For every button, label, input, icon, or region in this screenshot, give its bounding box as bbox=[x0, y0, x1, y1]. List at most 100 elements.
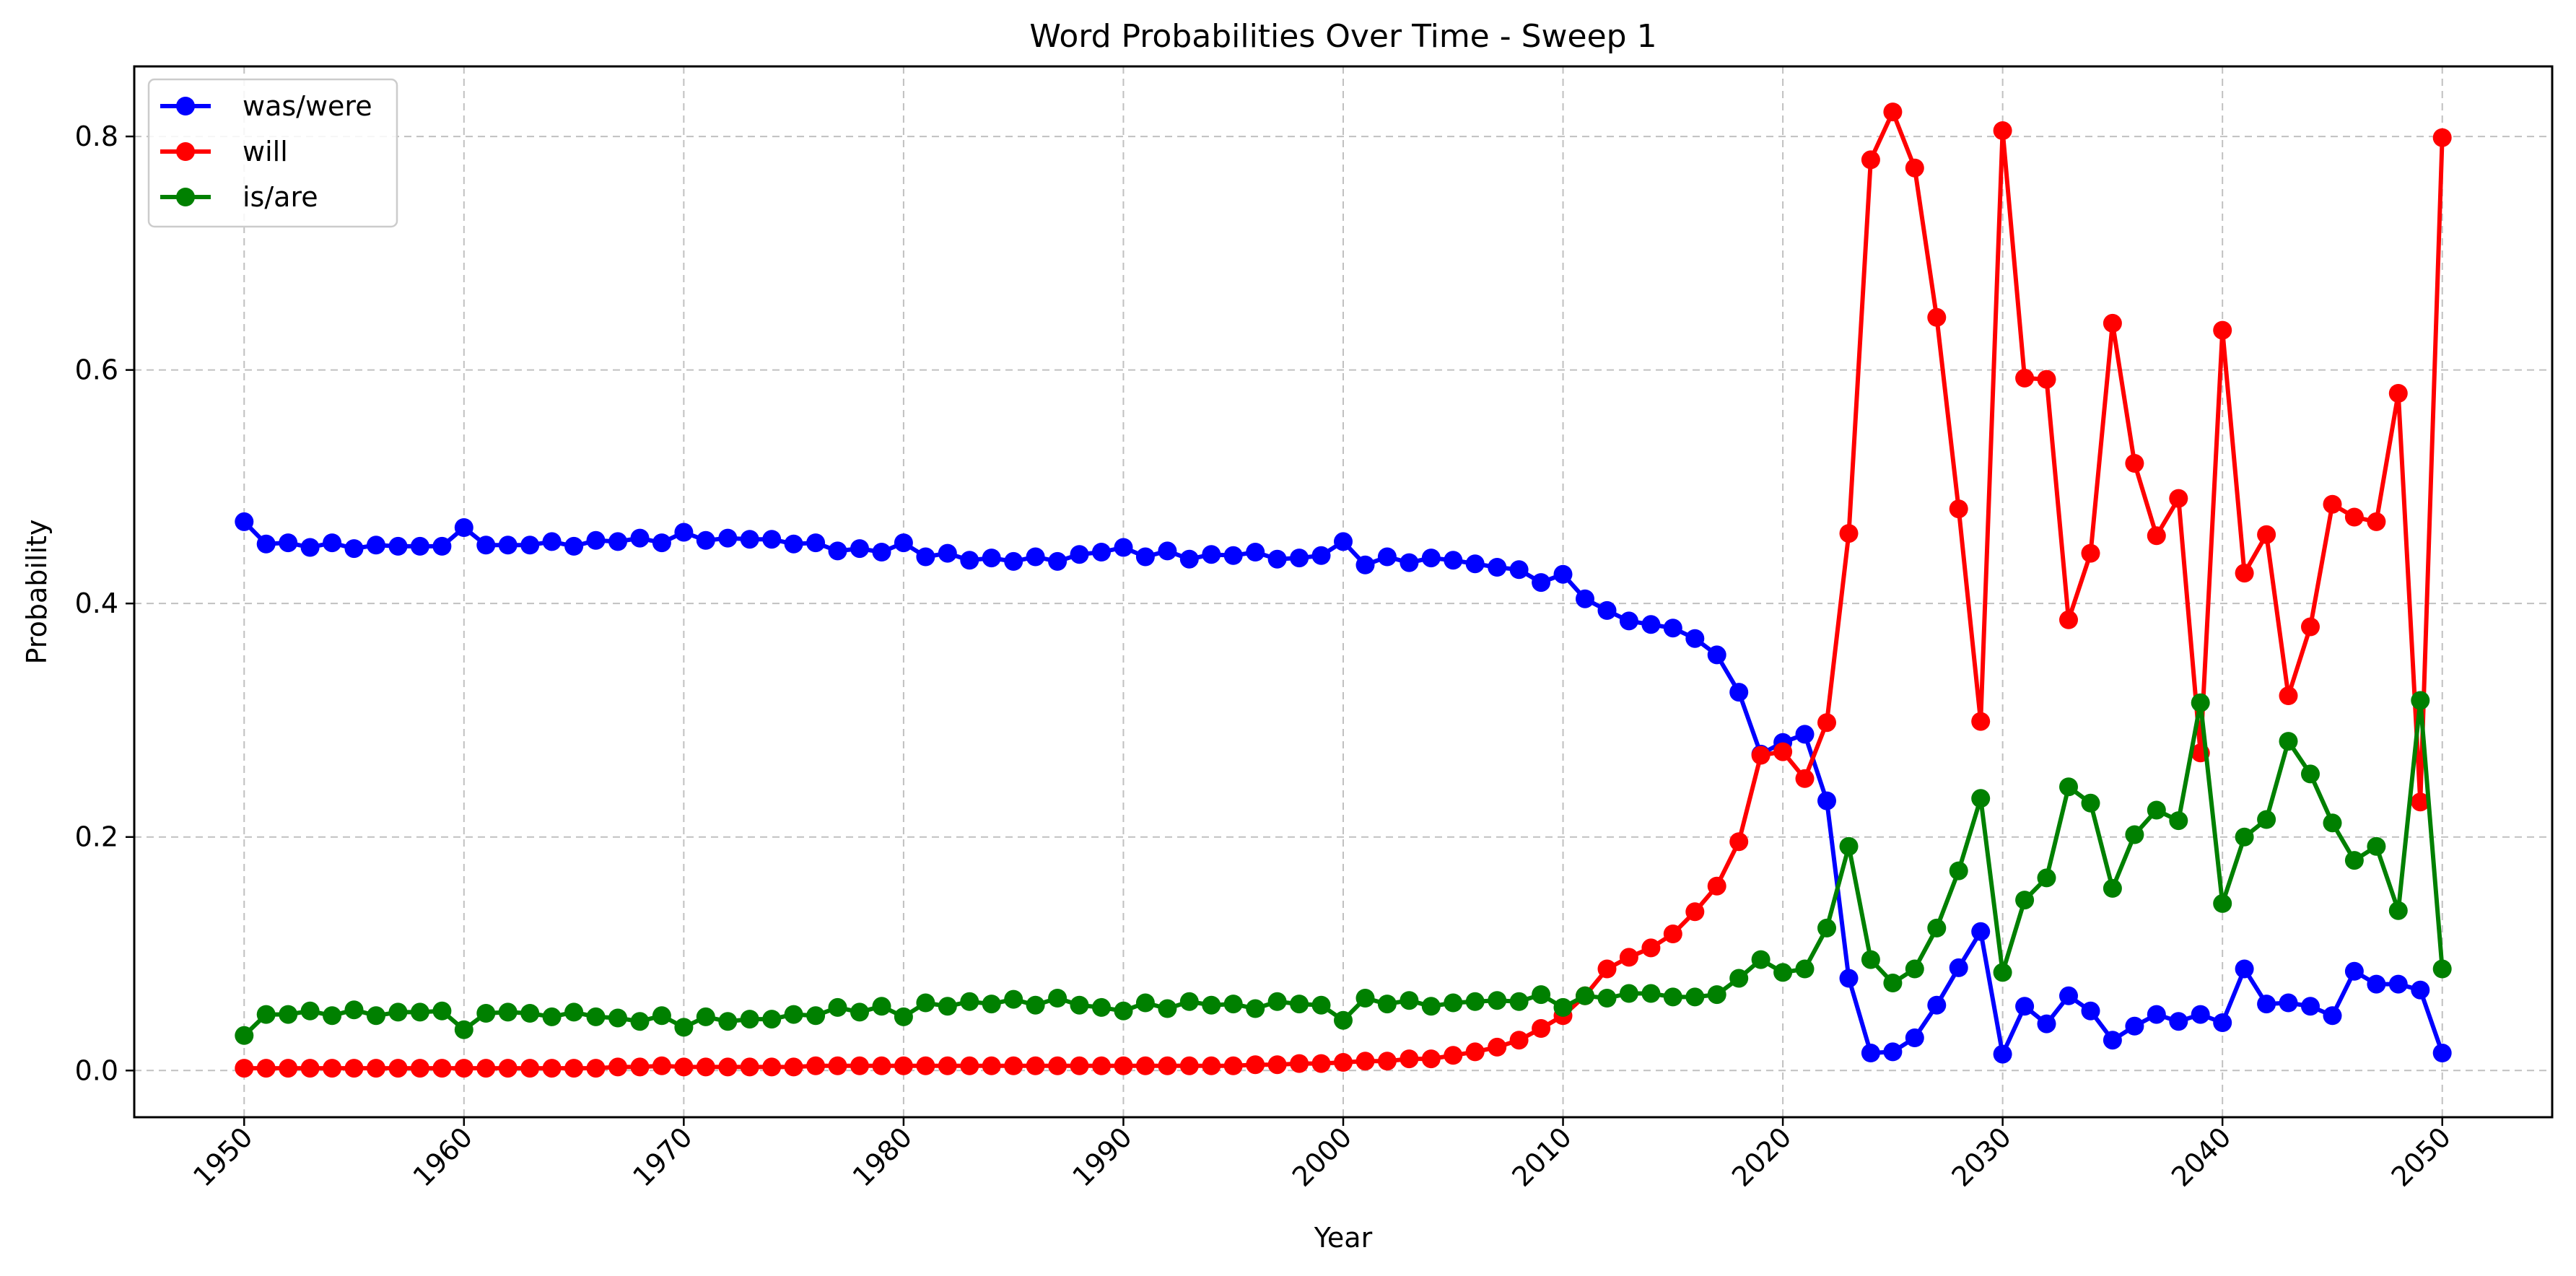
data-point bbox=[1400, 553, 1419, 572]
data-point bbox=[652, 533, 671, 553]
data-point bbox=[1993, 963, 2012, 982]
series-was-were bbox=[235, 512, 2452, 1064]
data-point bbox=[674, 1018, 694, 1037]
data-point bbox=[2103, 313, 2122, 333]
data-point bbox=[1311, 1054, 1331, 1073]
data-point bbox=[894, 1056, 913, 1075]
data-point bbox=[828, 1056, 847, 1075]
legend: was/were will is/are bbox=[147, 78, 398, 228]
data-point bbox=[235, 512, 254, 531]
data-point bbox=[2323, 1006, 2342, 1026]
data-point bbox=[2037, 868, 2056, 888]
data-point bbox=[454, 518, 473, 537]
data-point bbox=[1421, 549, 1441, 568]
data-point bbox=[1509, 560, 1529, 580]
legend-label: is/are bbox=[243, 181, 318, 213]
data-point bbox=[2169, 1012, 2188, 1031]
data-point bbox=[279, 1005, 298, 1024]
data-point bbox=[1202, 995, 1221, 1015]
data-point bbox=[1685, 629, 1705, 648]
data-point bbox=[2344, 961, 2364, 981]
data-point bbox=[1971, 789, 1991, 808]
data-point bbox=[476, 1004, 496, 1023]
data-point bbox=[828, 541, 847, 561]
data-point bbox=[2323, 813, 2342, 833]
data-point bbox=[1223, 546, 1243, 565]
data-point bbox=[454, 1020, 473, 1039]
data-point bbox=[2213, 1013, 2232, 1032]
data-point bbox=[1927, 307, 1947, 327]
data-point bbox=[1663, 619, 1682, 638]
data-point bbox=[432, 1059, 452, 1078]
data-point bbox=[2411, 691, 2430, 710]
legend-label: will bbox=[243, 136, 288, 167]
data-point bbox=[1246, 543, 1265, 561]
legend-item: was/were bbox=[160, 90, 372, 122]
data-point bbox=[1377, 995, 1397, 1014]
data-point bbox=[1092, 543, 1111, 561]
data-point bbox=[2147, 1005, 2166, 1024]
data-point bbox=[2367, 836, 2386, 856]
data-point bbox=[476, 1059, 496, 1078]
data-point bbox=[828, 997, 847, 1017]
data-point bbox=[1223, 995, 1243, 1014]
data-point bbox=[762, 530, 782, 549]
data-point bbox=[1400, 1049, 1419, 1069]
legend-marker bbox=[176, 142, 195, 161]
data-point bbox=[586, 1059, 606, 1078]
data-point bbox=[1355, 1052, 1375, 1071]
data-point bbox=[630, 1057, 650, 1077]
y-tick-label: 0.4 bbox=[75, 587, 118, 619]
data-point bbox=[410, 1002, 429, 1022]
data-point bbox=[323, 1006, 342, 1026]
data-point bbox=[2367, 512, 2386, 531]
data-point bbox=[1685, 987, 1705, 1007]
data-point bbox=[740, 1010, 759, 1029]
data-point bbox=[916, 993, 935, 1013]
data-point bbox=[806, 1056, 826, 1075]
data-point bbox=[1905, 158, 1924, 178]
series-layer bbox=[235, 102, 2452, 1078]
data-point bbox=[1729, 969, 1749, 988]
data-point bbox=[1905, 959, 1924, 979]
data-point bbox=[982, 1056, 1001, 1075]
data-point bbox=[740, 1057, 759, 1077]
data-point bbox=[1927, 918, 1947, 938]
data-point bbox=[279, 533, 298, 553]
data-point bbox=[2037, 1014, 2056, 1034]
data-point bbox=[542, 532, 562, 551]
data-point bbox=[1334, 1010, 1353, 1030]
data-point bbox=[2411, 980, 2430, 1000]
data-point bbox=[982, 549, 1001, 568]
data-point bbox=[1290, 1054, 1309, 1073]
data-point bbox=[2147, 526, 2166, 546]
data-point bbox=[1839, 969, 1859, 988]
data-point bbox=[564, 1059, 584, 1078]
data-point bbox=[2411, 792, 2430, 812]
data-point bbox=[1290, 995, 1309, 1014]
data-point bbox=[476, 536, 496, 555]
data-point bbox=[1663, 925, 1682, 943]
data-point bbox=[2235, 959, 2254, 979]
data-point bbox=[542, 1007, 562, 1026]
data-point bbox=[323, 533, 342, 553]
y-tick-label: 0.6 bbox=[75, 354, 118, 386]
data-point bbox=[1267, 1055, 1287, 1075]
data-point bbox=[1355, 555, 1375, 574]
data-point bbox=[916, 547, 935, 567]
data-point bbox=[2432, 959, 2452, 979]
data-point bbox=[256, 534, 276, 554]
data-point bbox=[872, 543, 891, 561]
data-point bbox=[2125, 454, 2144, 473]
data-point bbox=[1795, 959, 1815, 979]
grid bbox=[134, 66, 2552, 1117]
data-point bbox=[1004, 551, 1023, 571]
data-point bbox=[806, 533, 826, 553]
data-point bbox=[2301, 764, 2320, 784]
data-point bbox=[1553, 997, 1573, 1017]
data-point bbox=[1421, 1049, 1441, 1069]
data-point bbox=[1861, 150, 1880, 170]
data-point bbox=[740, 530, 759, 549]
data-point bbox=[938, 543, 957, 563]
data-point bbox=[2235, 564, 2254, 583]
